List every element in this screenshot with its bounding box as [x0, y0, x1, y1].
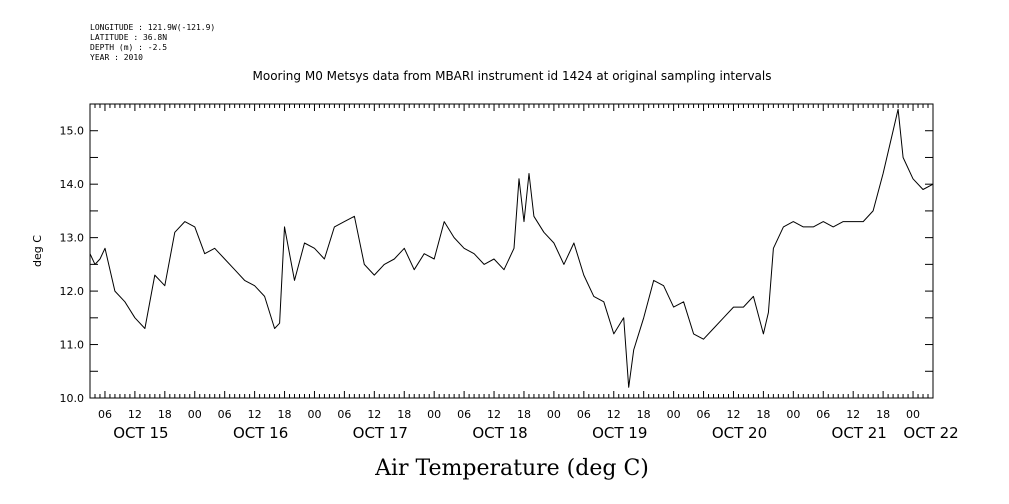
x-tick-label: 00	[547, 408, 561, 421]
x-tick-label: 12	[846, 408, 860, 421]
y-tick-label: 12.0	[60, 285, 85, 298]
x-axis: 06 12 OCT 15 18 00 06 12 OCT 16 18 00 06 12 OCT 17 18…	[89, 104, 959, 442]
x-tick-label: 06	[218, 408, 232, 421]
series-line-air-temperature	[89, 108, 934, 388]
chart-title: Mooring M0 Metsys data from MBARI instru…	[253, 69, 772, 83]
x-day-label: OCT 22	[903, 424, 958, 442]
y-axis-label: deg C	[31, 235, 44, 267]
x-tick-label: 18	[876, 408, 890, 421]
x-tick-label: 12	[367, 408, 381, 421]
x-tick-label: 12	[726, 408, 740, 421]
x-tick-label: 00	[307, 408, 321, 421]
x-tick-label: 12	[607, 408, 621, 421]
x-day-label: OCT 15	[113, 424, 168, 442]
x-tick-label: 18	[397, 408, 411, 421]
x-tick-label: 18	[517, 408, 531, 421]
metadata-block: LONGITUDE : 121.9W(-121.9) LATITUDE : 36…	[90, 23, 215, 62]
meta-year: YEAR : 2010	[90, 53, 143, 62]
x-tick-label: 12	[128, 408, 142, 421]
x-day-label: OCT 21	[832, 424, 887, 442]
x-tick-label: 06	[697, 408, 711, 421]
x-tick-label: 18	[278, 408, 292, 421]
x-day-label: OCT 18	[472, 424, 527, 442]
y-axis: 10.0 11.0 12.0 13.0 14.0 15.0	[60, 103, 933, 405]
x-tick-label: 00	[786, 408, 800, 421]
x-day-label: OCT 16	[233, 424, 288, 442]
y-tick-label: 11.0	[60, 339, 85, 352]
x-tick-label: 06	[457, 408, 471, 421]
x-tick-label: 18	[637, 408, 651, 421]
x-day-label: OCT 19	[592, 424, 647, 442]
meta-latitude: LATITUDE : 36.8N	[90, 33, 167, 42]
plot-frame	[89, 103, 934, 399]
y-tick-label: 15.0	[60, 125, 85, 138]
y-tick-label: 14.0	[60, 178, 85, 191]
x-tick-label: 12	[487, 408, 501, 421]
y-tick-label: 10.0	[60, 392, 85, 405]
x-tick-label: 00	[667, 408, 681, 421]
x-day-label: OCT 17	[353, 424, 408, 442]
x-tick-label: 06	[577, 408, 591, 421]
meta-longitude: LONGITUDE : 121.9W(-121.9)	[90, 23, 215, 32]
x-tick-label: 06	[98, 408, 112, 421]
x-day-label: OCT 20	[712, 424, 767, 442]
x-tick-label: 00	[427, 408, 441, 421]
y-tick-label: 13.0	[60, 232, 85, 245]
series-layer	[89, 108, 934, 388]
x-tick-label: 18	[756, 408, 770, 421]
x-tick-label: 00	[188, 408, 202, 421]
x-tick-label: 12	[248, 408, 262, 421]
meta-depth: DEPTH (m) : -2.5	[90, 43, 167, 52]
x-tick-label: 06	[337, 408, 351, 421]
x-axis-title: Air Temperature (deg C)	[374, 456, 649, 481]
x-tick-label: 18	[158, 408, 172, 421]
x-tick-label: 00	[906, 408, 920, 421]
x-tick-label: 06	[816, 408, 830, 421]
